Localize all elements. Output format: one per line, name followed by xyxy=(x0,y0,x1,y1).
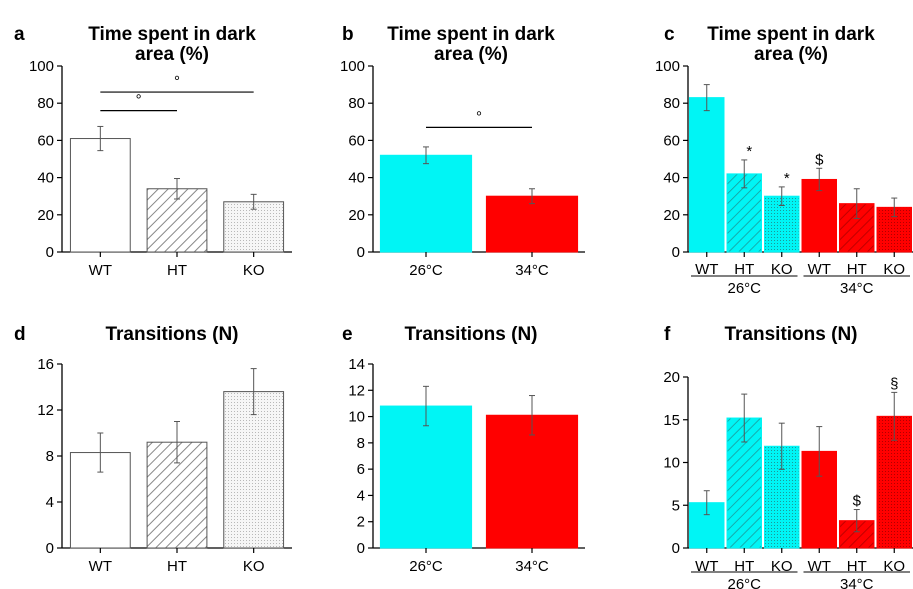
y-tick-label: 12 xyxy=(37,402,54,419)
bar xyxy=(801,178,837,253)
y-tick-label: 40 xyxy=(348,170,365,187)
y-tick-label: 16 xyxy=(37,356,54,373)
group-label: 26°C xyxy=(727,280,761,297)
bar xyxy=(223,391,285,549)
panel-label: a xyxy=(14,24,25,45)
x-tick-label: KO xyxy=(243,262,265,279)
y-tick-label: 8 xyxy=(357,435,365,452)
x-tick-label: 26°C xyxy=(409,262,443,279)
x-tick-label: WT xyxy=(89,262,112,279)
x-tick-label: 26°C xyxy=(409,558,443,575)
significance-label: * xyxy=(746,143,752,160)
bar xyxy=(69,138,131,253)
y-tick-label: 15 xyxy=(663,412,680,429)
x-tick-label: HT xyxy=(847,558,867,575)
x-tick-label: WT xyxy=(695,558,718,575)
y-tick-label: 20 xyxy=(663,369,680,386)
bar xyxy=(485,195,579,253)
chart-title: area (%) xyxy=(754,44,828,65)
y-tick-label: 60 xyxy=(663,132,680,149)
y-tick-label: 0 xyxy=(672,540,680,557)
x-tick-label: KO xyxy=(771,261,793,278)
y-tick-label: 100 xyxy=(29,58,54,75)
chart-title: Time spent in dark xyxy=(387,24,555,45)
y-tick-label: 60 xyxy=(348,132,365,149)
x-tick-label: HT xyxy=(167,262,187,279)
group-label: 34°C xyxy=(840,576,874,589)
y-tick-label: 12 xyxy=(348,382,365,399)
y-tick-label: 20 xyxy=(663,207,680,224)
y-tick-label: 20 xyxy=(37,207,54,224)
x-tick-label: KO xyxy=(883,261,905,278)
y-tick-label: 40 xyxy=(663,170,680,187)
y-tick-label: 100 xyxy=(655,58,680,75)
panel-label: c xyxy=(664,24,675,45)
bar xyxy=(689,97,725,253)
panel-label: b xyxy=(342,24,354,45)
x-tick-label: WT xyxy=(695,261,718,278)
y-tick-label: 80 xyxy=(663,95,680,112)
chart-title: Time spent in dark xyxy=(707,24,875,45)
significance-label: ° xyxy=(476,108,482,125)
y-tick-label: 80 xyxy=(37,95,54,112)
y-tick-label: 80 xyxy=(348,95,365,112)
x-tick-label: WT xyxy=(808,558,831,575)
y-tick-label: 10 xyxy=(663,455,680,472)
y-tick-label: 0 xyxy=(672,244,680,261)
chart-title: Transitions (N) xyxy=(105,324,238,345)
y-tick-label: 20 xyxy=(348,207,365,224)
y-tick-label: 0 xyxy=(46,540,54,557)
y-tick-label: 0 xyxy=(357,540,365,557)
chart-title: Transitions (N) xyxy=(404,324,537,345)
x-tick-label: WT xyxy=(89,558,112,575)
y-tick-label: 4 xyxy=(46,494,54,511)
x-tick-label: 34°C xyxy=(515,262,549,279)
y-tick-label: 8 xyxy=(46,448,54,465)
y-tick-label: 10 xyxy=(348,409,365,426)
significance-label: ° xyxy=(136,92,142,109)
x-tick-label: KO xyxy=(771,558,793,575)
y-tick-label: 40 xyxy=(37,170,54,187)
group-label: 34°C xyxy=(840,280,874,297)
significance-label: * xyxy=(784,170,790,187)
x-tick-label: KO xyxy=(883,558,905,575)
y-tick-label: 2 xyxy=(357,514,365,531)
y-tick-label: 4 xyxy=(357,487,365,504)
panel-label: f xyxy=(664,324,671,345)
chart-title: area (%) xyxy=(434,44,508,65)
chart-title: area (%) xyxy=(135,44,209,65)
significance-label: $ xyxy=(815,151,824,168)
group-label: 26°C xyxy=(727,576,761,589)
x-tick-label: HT xyxy=(734,261,754,278)
panel-label: e xyxy=(342,324,353,345)
y-tick-label: 6 xyxy=(357,461,365,478)
x-tick-label: 34°C xyxy=(515,558,549,575)
y-tick-label: 5 xyxy=(672,497,680,514)
chart-title: Time spent in dark xyxy=(88,24,256,45)
bar xyxy=(379,405,473,549)
significance-label: $ xyxy=(853,493,862,510)
y-tick-label: 0 xyxy=(46,244,54,261)
panel-label: d xyxy=(14,324,26,345)
x-tick-label: HT xyxy=(167,558,187,575)
chart-title: Transitions (N) xyxy=(724,324,857,345)
y-tick-label: 60 xyxy=(37,132,54,149)
y-tick-label: 0 xyxy=(357,244,365,261)
significance-label: ° xyxy=(174,73,180,90)
x-tick-label: HT xyxy=(734,558,754,575)
y-tick-label: 14 xyxy=(348,356,365,373)
x-tick-label: KO xyxy=(243,558,265,575)
bar xyxy=(379,154,473,253)
bar xyxy=(485,414,579,549)
y-tick-label: 100 xyxy=(340,58,365,75)
x-tick-label: HT xyxy=(847,261,867,278)
x-tick-label: WT xyxy=(808,261,831,278)
significance-label: § xyxy=(890,375,898,392)
